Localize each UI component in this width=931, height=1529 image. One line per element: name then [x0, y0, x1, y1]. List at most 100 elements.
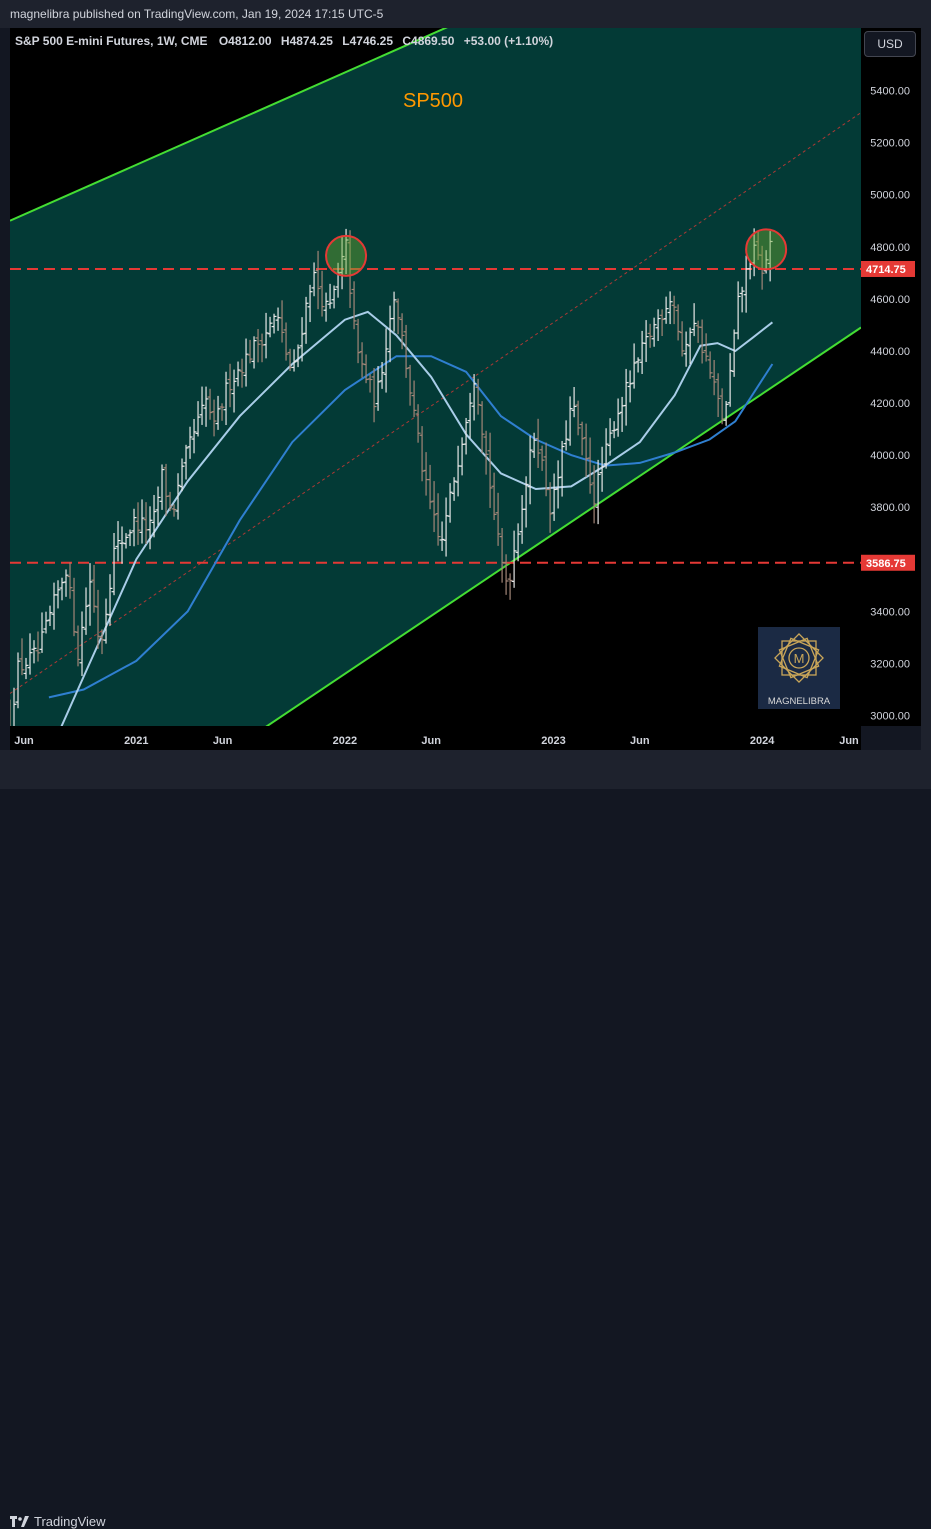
ohlc-bar: [439, 521, 445, 551]
ohlc-bar: [291, 349, 297, 372]
ohlc-bar: [263, 312, 269, 359]
ohlc-bar: [47, 605, 53, 626]
ohlc-bar: [191, 418, 197, 454]
slow-moving-average: [48, 355, 774, 699]
ohlc-bar: [131, 508, 137, 547]
price-tick-label: 5200.00: [870, 138, 910, 150]
channel-fill: [10, 28, 861, 726]
ohlc-bar: [187, 426, 193, 459]
ohlc-bar: [207, 388, 213, 420]
price-tick-label: 3800.00: [870, 502, 910, 514]
ohlc-bar: [151, 494, 157, 538]
chart-annotation: SP500: [403, 90, 463, 112]
ohlc-bar: [179, 458, 185, 492]
mid-line-layer: [10, 112, 861, 694]
ohlc-bar: [407, 364, 413, 406]
ohlc-bar: [683, 331, 689, 367]
fast-moving-average: [60, 310, 774, 726]
ohlc-bar: [715, 373, 721, 418]
ohlc-bar: [623, 368, 629, 426]
ohlc-bar: [123, 533, 129, 549]
ohlc-bar: [23, 657, 29, 680]
legend-low: L4746.25: [342, 34, 393, 48]
price-chart[interactable]: M MAGNELIBRA S&P 500 E-mini Futures, 1W,…: [10, 28, 861, 726]
ohlc-bar: [515, 523, 521, 562]
ohlc-bar: [647, 323, 653, 348]
level-price-label-1: 4714.75: [866, 264, 906, 276]
ohlc-bar: [495, 492, 501, 546]
ohlc-bar: [27, 633, 33, 675]
ohlc-bar: [315, 250, 321, 310]
currency-button[interactable]: USD: [864, 31, 916, 57]
ohlc-bar: [711, 359, 717, 396]
ohlc-bar: [119, 526, 125, 564]
watermark-monogram-icon: M: [794, 651, 805, 666]
ohlc-bar: [727, 353, 733, 407]
ohlc-bar: [339, 236, 345, 290]
brand-name: TradingView: [34, 1514, 106, 1529]
ohlc-bar: [403, 324, 409, 378]
ohlc-bar: [607, 418, 613, 456]
ohlc-bar: [451, 477, 457, 501]
price-tick-label: 4800.00: [870, 242, 910, 254]
ohlc-bar: [615, 398, 621, 437]
ohlc-bar: [419, 426, 425, 482]
ohlc-bar: [95, 589, 101, 649]
ohlc-bar: [539, 445, 545, 471]
magnelibra-watermark: M MAGNELIBRA: [758, 627, 840, 709]
ohlc-bar: [463, 417, 469, 455]
ohlc-bar: [355, 318, 361, 364]
ohlc-bar: [395, 298, 401, 335]
price-axis-labels: 3000.003200.003400.003600.003800.004000.…: [861, 33, 915, 723]
ohlc-bar: [135, 502, 141, 545]
ohlc-bar: [311, 262, 317, 297]
ohlc-bar: [427, 464, 433, 510]
time-tick-label: Jun: [14, 735, 34, 747]
ohlc-bar: [527, 435, 533, 505]
ohlc-bar: [13, 687, 17, 726]
ohlc-bar: [235, 361, 241, 387]
ohlc-bar: [67, 562, 73, 599]
chart-pane[interactable]: M MAGNELIBRA S&P 500 E-mini Futures, 1W,…: [10, 28, 861, 726]
legend-high: H4874.25: [281, 34, 333, 48]
price-tick-label: 4600.00: [870, 294, 910, 306]
price-tick-label: 5000.00: [870, 190, 910, 202]
ohlc-bar: [31, 640, 37, 664]
channel-layer: [10, 28, 861, 726]
price-tick-label: 3200.00: [870, 658, 910, 670]
time-tick-label: 2021: [124, 735, 148, 747]
tradingview-logo-icon: [10, 1515, 29, 1527]
ohlc-bar: [159, 464, 165, 510]
ohlc-bar: [247, 339, 253, 364]
ohlc-bar: [631, 343, 637, 389]
ohlc-bar: [483, 430, 489, 475]
price-tick-label: 3400.00: [870, 606, 910, 618]
ohlc-bar: [531, 432, 537, 458]
time-axis[interactable]: Jun 2021 Jun 2022 Jun 2023 Jun 2024 Jun: [10, 726, 861, 750]
ohlc-bar: [703, 333, 709, 362]
ohlc-bar: [559, 440, 565, 497]
ohlc-bar: [767, 231, 773, 282]
ohlc-bar: [391, 291, 397, 332]
ohlc-bar: [415, 404, 421, 443]
ohlc-bar: [475, 378, 481, 415]
ohlc-bar: [511, 530, 517, 588]
ohlc-bar: [107, 574, 113, 626]
legend-close: C4869.50: [402, 34, 454, 48]
ohlc-bar: [563, 420, 569, 451]
legend-change: +53.00 (+1.10%): [464, 34, 553, 48]
price-tick-label: 3000.00: [870, 711, 910, 723]
time-tick-label: Jun: [630, 735, 650, 747]
ohlc-bar: [15, 652, 21, 709]
footer-bar: TradingView: [0, 750, 931, 1529]
tradingview-brand[interactable]: TradingView: [10, 1514, 106, 1529]
ohlc-bar: [279, 300, 285, 343]
ohlc-bar: [399, 313, 405, 350]
ohlc-bar: [199, 386, 205, 425]
level-price-badge-2: [861, 554, 915, 571]
ohlc-bar: [503, 554, 509, 595]
ohlc-bar: [547, 482, 553, 533]
ohlc-bar: [271, 313, 277, 334]
ohlc-bar: [111, 533, 117, 596]
price-axis[interactable]: 3000.003200.003400.003600.003800.004000.…: [861, 28, 921, 726]
